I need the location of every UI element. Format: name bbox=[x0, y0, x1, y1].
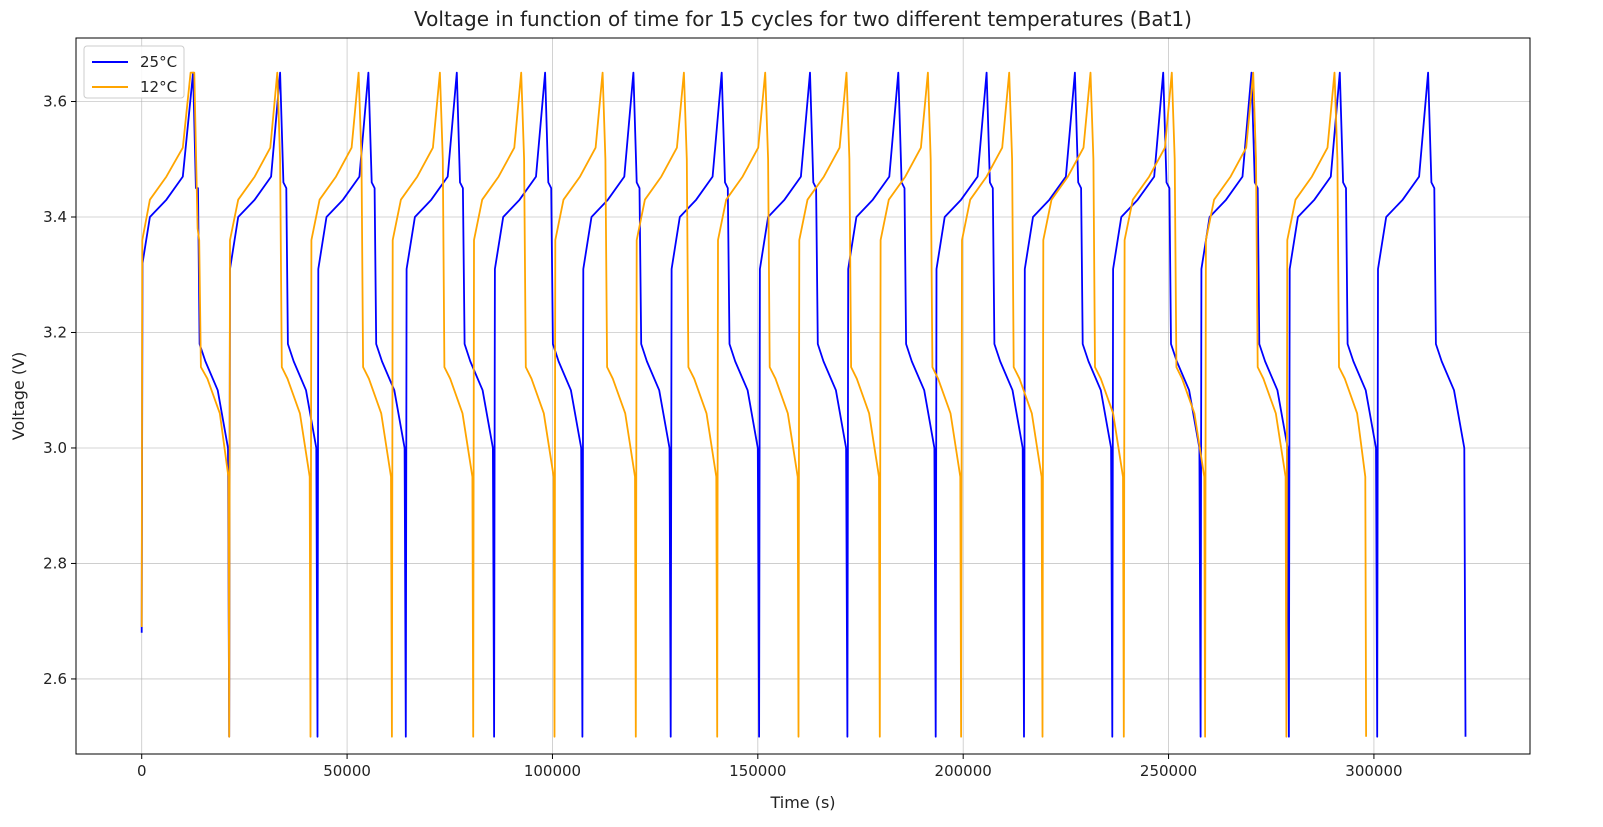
series-lines bbox=[140, 71, 1467, 738]
x-tick-label: 300000 bbox=[1345, 762, 1402, 780]
legend: 25°C 12°C bbox=[83, 45, 185, 99]
x-tick-label: 150000 bbox=[729, 762, 786, 780]
x-tick-label: 50000 bbox=[323, 762, 371, 780]
y-tick-label: 3.4 bbox=[43, 208, 67, 226]
x-tick-label: 0 bbox=[137, 762, 147, 780]
y-tick-label: 3.6 bbox=[43, 93, 67, 111]
y-axis-ticks: 2.6 2.8 3.0 3.2 3.4 3.6 bbox=[43, 93, 76, 688]
legend-label: 12°C bbox=[140, 78, 177, 96]
legend-label: 25°C bbox=[140, 53, 177, 71]
x-axis-label: Time (s) bbox=[769, 793, 835, 812]
x-tick-label: 250000 bbox=[1140, 762, 1197, 780]
plot-area-frame bbox=[75, 37, 1531, 755]
legend-box bbox=[83, 45, 185, 99]
y-tick-label: 2.8 bbox=[43, 554, 67, 572]
y-axis-label: Voltage (V) bbox=[9, 352, 28, 441]
series-line-1 bbox=[140, 71, 1367, 738]
chart-title: Voltage in function of time for 15 cycle… bbox=[414, 7, 1192, 31]
y-tick-label: 2.6 bbox=[43, 670, 67, 688]
x-tick-label: 200000 bbox=[935, 762, 992, 780]
y-tick-label: 3.2 bbox=[43, 323, 67, 341]
y-tick-label: 3.0 bbox=[43, 439, 67, 457]
x-tick-label: 100000 bbox=[524, 762, 581, 780]
x-axis-ticks: 0 50000 100000 150000 200000 250000 300000 bbox=[137, 754, 1403, 780]
series-line-0 bbox=[140, 71, 1467, 738]
